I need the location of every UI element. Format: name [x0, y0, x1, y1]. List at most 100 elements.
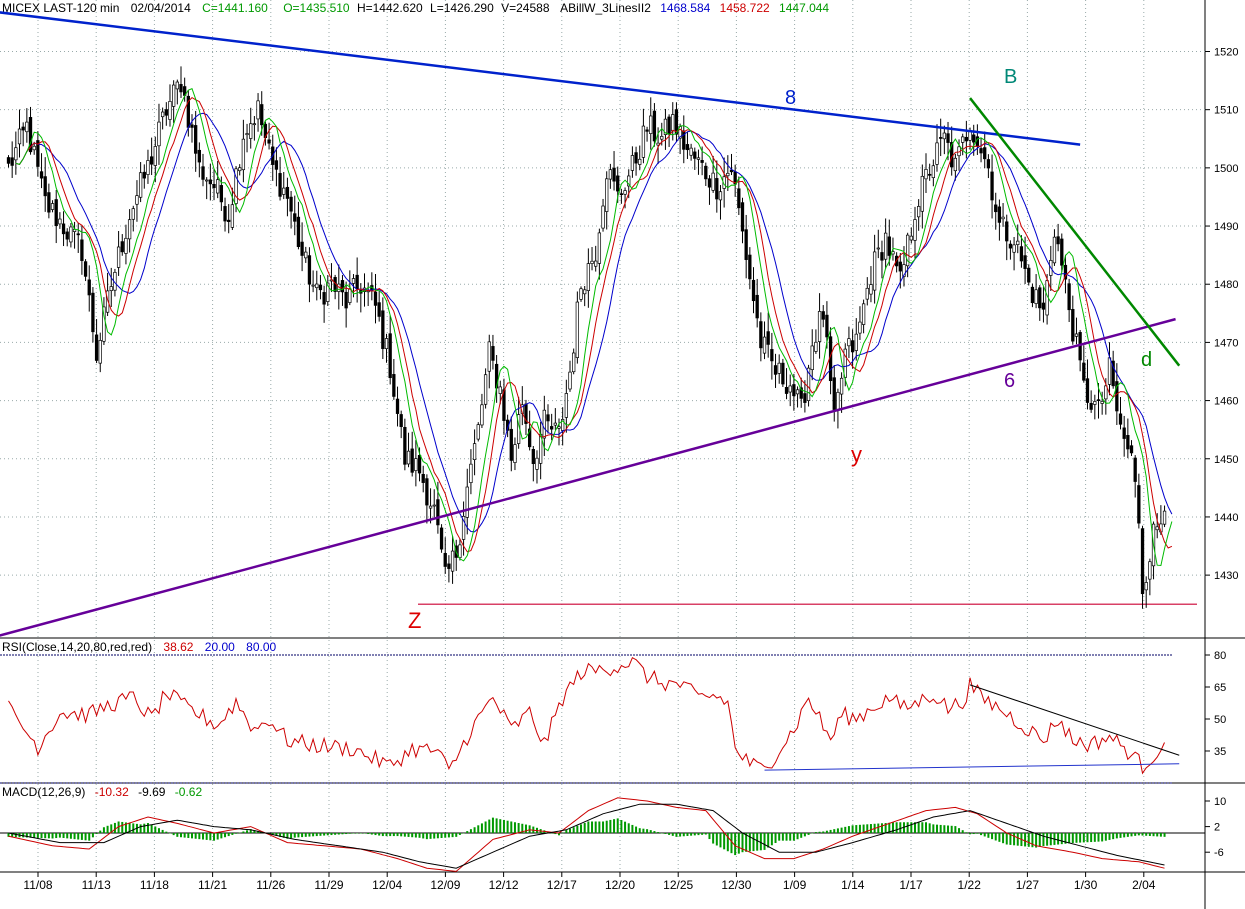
candle-body [968, 131, 972, 141]
macd-hist-bar [367, 833, 370, 835]
candle-body [322, 292, 326, 305]
candle-body [1085, 378, 1090, 403]
horizontal-gridlines [0, 51, 1205, 576]
candle-body [594, 260, 598, 267]
macd-hist-bar [341, 833, 344, 835]
candle-body [850, 340, 855, 353]
candle-body [32, 145, 36, 151]
candle-body [98, 340, 102, 364]
candle-body [674, 109, 679, 135]
candle-body [267, 139, 271, 144]
macd-hist-bar [95, 833, 98, 834]
candle-body [392, 374, 396, 397]
x-tick-label: 1/22 [958, 878, 982, 892]
candle-body [1005, 221, 1009, 242]
price-tick-label: 1450 [1214, 454, 1238, 466]
candle-body [480, 404, 484, 426]
x-tick-label: 12/09 [430, 878, 460, 892]
macd-hist-bar [682, 833, 685, 837]
rsi-panel [0, 654, 1180, 784]
macd-hist-bar [286, 833, 289, 839]
candle-body [979, 148, 983, 154]
candle-body [656, 142, 660, 146]
macd-hist-bar [1024, 833, 1027, 847]
candle-body [138, 172, 143, 198]
macd-hist-bar [653, 831, 656, 833]
candle-body [25, 121, 29, 133]
candle-body [718, 191, 723, 201]
macd-hist-bar [752, 833, 755, 852]
candle-body [1056, 236, 1060, 245]
macd-hist-bar [143, 823, 146, 833]
macd-hist-bar [407, 833, 410, 837]
candle-body [531, 449, 535, 465]
macd-hist-bar [730, 833, 733, 854]
macd-hist-bar [348, 833, 351, 834]
macd-hist-bar [356, 833, 359, 834]
candle-body [766, 331, 770, 345]
candle-body [590, 260, 594, 264]
macd-hist-bar [216, 833, 219, 840]
macd-hist-bar [165, 831, 168, 833]
candle-body [160, 111, 165, 118]
macd-hist-bar [425, 833, 428, 840]
candle-body [660, 136, 664, 140]
candle-body [748, 254, 752, 280]
candle-body [781, 362, 785, 385]
macd-hist-bar [183, 833, 186, 838]
rsi-header: RSI(Close,14,20,80,red,red) 38.62 20.00 … [2, 640, 277, 654]
candle-body [663, 118, 668, 135]
rsi-label: RSI(Close,14,20,80,red,red) [2, 640, 152, 654]
candle-body [1089, 402, 1093, 410]
macd-line [8, 797, 1165, 872]
candle-body [157, 121, 161, 147]
candle-body [417, 455, 422, 474]
candle-body [902, 264, 906, 277]
macd-hist-bar [712, 833, 715, 844]
label-six: 6 [1004, 370, 1015, 392]
macd-hist-bar [168, 833, 171, 834]
macd-hist-bar [447, 833, 450, 838]
candle-body [641, 125, 646, 158]
candle-body [340, 280, 345, 293]
candle-body [876, 247, 880, 250]
candle-body [744, 229, 748, 260]
candle-body [788, 385, 792, 393]
macd-hist-bar [767, 833, 770, 848]
candle-body [1107, 357, 1112, 385]
candle-body [124, 237, 128, 254]
candle-body [616, 175, 620, 192]
macd-hist-bar [224, 833, 227, 838]
macd-hist-bar [950, 825, 953, 833]
candle-body [1074, 333, 1079, 337]
macd-hist-bar [400, 833, 403, 837]
macd-hist-bar [906, 822, 909, 833]
macd-hist-bar [1005, 833, 1008, 845]
macd-hist-bar [121, 821, 124, 833]
candle-body [311, 284, 315, 287]
macd-hist-bar [550, 832, 553, 834]
macd-hist-bar [657, 832, 660, 833]
price-tick-label: 1500 [1214, 163, 1238, 175]
macd-hist-bar [561, 832, 564, 834]
macd-hist-bar [436, 833, 439, 839]
macd-hist-bar [157, 828, 160, 833]
candle-body [542, 409, 546, 439]
macd-hist-bar [609, 819, 612, 833]
candle-body [28, 117, 33, 153]
open-label: O=1435.510 [283, 1, 350, 15]
macd-hist-bar [1108, 833, 1111, 840]
macd-signal-value: -9.69 [138, 785, 166, 799]
candle-body [887, 236, 891, 256]
macd-hist-bar [888, 822, 891, 833]
candle-body [498, 386, 502, 394]
candle-body [127, 219, 132, 240]
macd-hist-bar [715, 833, 718, 846]
candle-body [861, 303, 866, 325]
candle-body [770, 349, 774, 362]
x-tick-label: 1/14 [841, 878, 865, 892]
candle-body [1030, 286, 1035, 304]
candle-body [799, 387, 803, 399]
candle-body [421, 473, 425, 483]
macd-hist-bar [932, 824, 935, 833]
